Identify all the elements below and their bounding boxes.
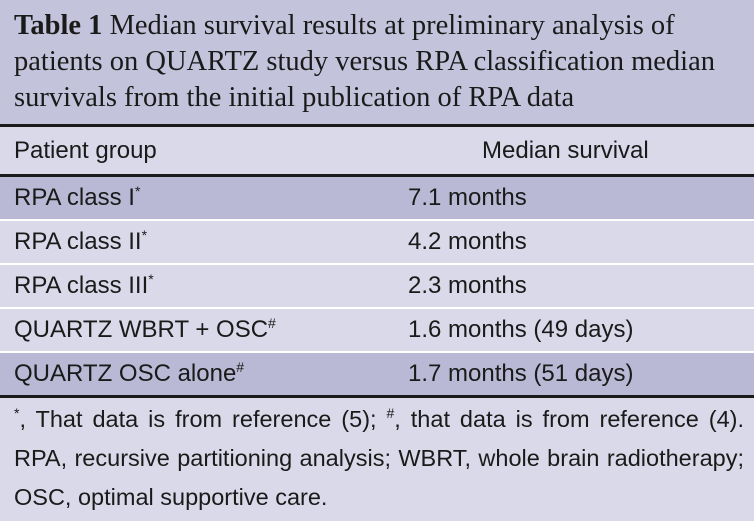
table-row: RPA class II* 4.2 months: [0, 221, 754, 263]
median-survival-cell: 7.1 months: [408, 184, 527, 211]
patient-group-cell: QUARTZ OSC alone#: [14, 353, 244, 395]
patient-group-text: QUARTZ OSC alone: [14, 360, 237, 387]
caption-text: Median survival results at preliminary a…: [14, 10, 715, 113]
header-row: Patient group Median survival: [0, 130, 754, 172]
header-median-survival: Median survival: [482, 137, 649, 164]
ref-marker: *: [134, 183, 141, 199]
footnote-marker-asterisk: *: [14, 405, 20, 421]
footnote-text-1: , That data is from reference (5);: [19, 406, 387, 432]
bottom-rule: [0, 395, 754, 398]
median-survival-cell: 2.3 months: [408, 272, 527, 299]
patient-group-text: QUARTZ WBRT + OSC: [14, 316, 269, 343]
footnote-text-2: , that data is from reference (4). RPA, …: [14, 406, 744, 510]
header-patient-group: Patient group: [14, 137, 157, 164]
median-survival-cell: 4.2 months: [408, 228, 527, 255]
table-row: RPA class I* 7.1 months: [0, 177, 754, 219]
row-separator: [0, 263, 754, 265]
ref-marker: #: [236, 359, 245, 375]
patient-group-cell: RPA class III*: [14, 265, 154, 307]
median-survival-cell: 1.7 months (51 days): [408, 360, 634, 387]
patient-group-text: RPA class I: [14, 184, 135, 211]
median-survival-cell: 1.6 months (49 days): [408, 316, 634, 343]
patient-group-text: RPA class II: [14, 228, 142, 255]
row-separator: [0, 307, 754, 309]
table-row: QUARTZ OSC alone# 1.7 months (51 days): [0, 353, 754, 395]
patient-group-cell: RPA class II*: [14, 221, 147, 263]
row-separator: [0, 219, 754, 221]
table-footnote: *, That data is from reference (5); #, t…: [14, 400, 744, 517]
ref-marker: #: [268, 315, 276, 331]
patient-group-text: RPA class III: [14, 272, 149, 299]
top-rule: [0, 124, 754, 127]
table-row: QUARTZ WBRT + OSC# 1.6 months (49 days): [0, 309, 754, 351]
ref-marker: *: [148, 271, 154, 287]
table-caption: Table 1 Median survival results at preli…: [0, 0, 754, 124]
table-row: RPA class III* 2.3 months: [0, 265, 754, 307]
patient-group-cell: RPA class I*: [14, 177, 140, 219]
patient-group-cell: QUARTZ WBRT + OSC#: [14, 309, 276, 351]
table-label: Table 1: [14, 10, 103, 41]
row-separator: [0, 351, 754, 353]
header-rule: [0, 174, 754, 177]
ref-marker: *: [141, 227, 148, 243]
footnote-marker-hash: #: [386, 405, 395, 421]
